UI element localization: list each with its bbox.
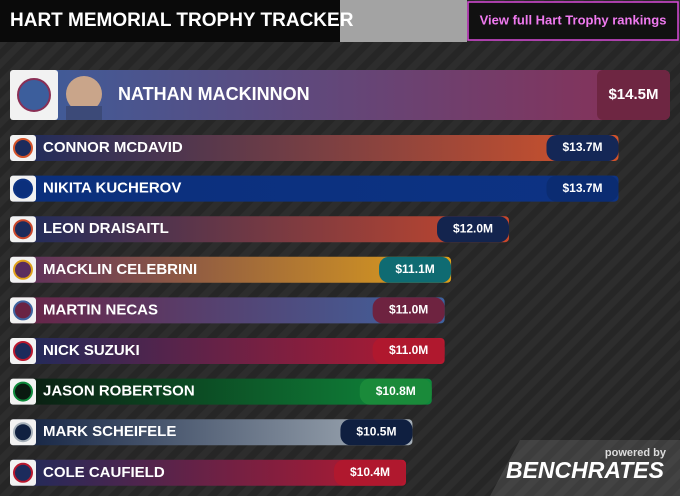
bar <box>10 419 413 446</box>
team-logo <box>13 178 33 199</box>
rankings-button[interactable] <box>467 1 679 41</box>
bar <box>10 459 406 486</box>
team-logo <box>13 259 33 280</box>
value-box <box>546 175 619 202</box>
value-label: $12.0M <box>453 221 493 235</box>
bar <box>10 297 445 324</box>
value-label: $10.4M <box>350 465 390 479</box>
bar <box>10 338 445 364</box>
team-logo <box>13 219 33 240</box>
value-box <box>379 256 452 283</box>
value-label: $14.5M <box>608 86 658 103</box>
title-box <box>0 0 340 42</box>
team-logo <box>13 422 33 443</box>
bar <box>10 135 619 161</box>
bar <box>10 70 670 120</box>
bar <box>10 256 452 283</box>
bar <box>10 175 619 202</box>
team-logo <box>17 78 51 112</box>
brand: BENCHRATES <box>506 457 665 483</box>
player-name: JASON ROBERTSON <box>43 383 195 400</box>
player-name: MACKLIN CELEBRINI <box>43 261 197 278</box>
value-box <box>340 419 413 446</box>
value-label: $11.0M <box>389 303 428 317</box>
footer-badge <box>490 440 680 496</box>
player-name: LEON DRAISAITL <box>43 220 169 237</box>
value-label: $13.7M <box>562 140 602 154</box>
value-box <box>372 338 445 364</box>
team-logo <box>13 300 33 321</box>
value-box <box>597 70 670 120</box>
bar <box>10 378 432 405</box>
player-name: NATHAN MACKINNON <box>118 84 310 104</box>
value-label: $13.7M <box>562 181 602 195</box>
value-label: $10.8M <box>376 384 416 398</box>
value-label: $11.1M <box>395 262 434 276</box>
team-logo <box>13 462 33 483</box>
value-box <box>546 135 619 161</box>
value-box <box>437 216 510 243</box>
team-logo <box>13 138 33 158</box>
team-logo <box>13 381 33 402</box>
rankings-button-label[interactable]: View full Hart Trophy rankings <box>480 12 667 27</box>
player-name: MARK SCHEIFELE <box>43 423 176 440</box>
team-logo <box>13 341 33 361</box>
player-name: MARTIN NECAS <box>43 301 158 318</box>
player-name: CONNOR MCDAVID <box>43 139 183 156</box>
value-label: $11.0M <box>389 343 428 357</box>
value-box <box>372 297 445 324</box>
player-photo <box>66 76 102 112</box>
value-label: $10.5M <box>356 424 396 438</box>
value-box <box>334 459 406 486</box>
bar <box>10 216 510 243</box>
value-box <box>359 378 432 405</box>
player-jersey <box>66 106 102 120</box>
header-spacer <box>340 0 467 42</box>
player-name: NIKITA KUCHEROV <box>43 180 181 197</box>
player-name: COLE CAUFIELD <box>43 464 165 481</box>
player-name: NICK SUZUKI <box>43 342 140 359</box>
title: HART MEMORIAL TROPHY TRACKER <box>10 10 354 31</box>
powered-by: powered by <box>605 447 667 459</box>
